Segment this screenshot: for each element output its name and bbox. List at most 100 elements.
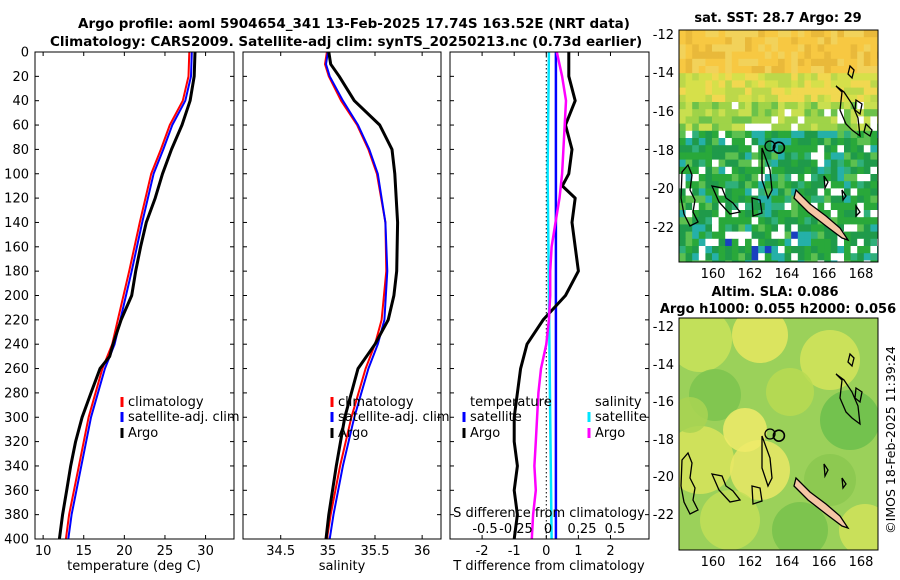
sst-cell <box>738 145 746 153</box>
sst-cell <box>751 188 759 196</box>
sst-cell <box>850 102 858 110</box>
sst-cell <box>731 231 739 240</box>
sst-cell <box>811 224 818 232</box>
sst-cell <box>811 116 818 124</box>
sst-cell <box>784 37 792 45</box>
sst-cell <box>758 44 766 52</box>
sst-cell <box>811 188 818 196</box>
sst-cell <box>731 238 739 247</box>
sst-cell <box>771 224 779 232</box>
sst-cell <box>731 253 739 261</box>
sst-cell <box>679 260 686 262</box>
series-line-argo <box>57 51 197 540</box>
legend-label-satellite: satellite-adj. clim <box>338 410 450 425</box>
sst-cell <box>811 80 818 88</box>
sst-cell <box>679 87 686 96</box>
sst-cell <box>837 58 845 67</box>
sst-cell <box>791 58 799 67</box>
sst-cell <box>824 246 832 254</box>
sst-cell <box>870 116 878 124</box>
lat-tick-label: -22 <box>653 221 674 236</box>
sst-cell <box>685 44 693 52</box>
sst-cell <box>778 87 785 96</box>
sst-cell <box>863 66 871 74</box>
sst-cell <box>778 253 785 261</box>
sst-cell <box>751 174 759 182</box>
sst-cell <box>771 102 779 110</box>
sst-cell <box>817 87 825 96</box>
sst-cell <box>850 260 858 262</box>
sst-cell <box>738 195 746 204</box>
sst-cell <box>725 138 733 146</box>
sst-cell <box>857 102 865 110</box>
sst-cell <box>758 210 766 218</box>
sst-cell <box>830 260 838 262</box>
sst-cell <box>685 253 693 261</box>
sst-cell <box>698 238 706 247</box>
sst-cell <box>764 174 772 182</box>
temperature-legend: climatology satellite-adj. clim Argo <box>120 395 240 441</box>
sst-cell <box>857 73 865 81</box>
sst-cell <box>751 102 759 110</box>
sst-cell <box>692 159 700 168</box>
sst-cell <box>778 80 785 88</box>
temperature-axes-box <box>34 51 235 540</box>
sst-cell <box>784 253 792 261</box>
sst-cell <box>830 159 838 168</box>
y-tick-label: 320 <box>4 435 29 450</box>
sst-cell <box>830 246 838 254</box>
sst-cell <box>857 130 865 139</box>
sst-cell <box>830 80 838 88</box>
y-tick-label: 200 <box>4 289 29 304</box>
sst-cell <box>850 181 858 189</box>
sst-cell <box>679 73 686 81</box>
lat-tick-label: -20 <box>653 182 674 197</box>
sst-cell <box>685 102 693 110</box>
sst-cell <box>738 73 746 81</box>
x-tick-label: 35.5 <box>361 544 390 559</box>
sst-cell <box>857 123 865 132</box>
x-tick-label: 36 <box>414 544 431 559</box>
sst-cell <box>698 174 706 182</box>
sst-cell <box>679 188 686 196</box>
sst-cell <box>811 231 818 240</box>
sst-cell <box>725 58 733 67</box>
sst-cell <box>817 130 825 139</box>
sst-cell <box>758 51 766 60</box>
sst-cell <box>844 238 851 247</box>
legend-label-climatology: climatology <box>338 395 414 410</box>
sst-cell <box>857 94 865 103</box>
sst-cell <box>705 231 713 240</box>
sst-cell <box>764 44 772 52</box>
salinity-panel: 34.5 35 35.5 36 salinity climatology satell… <box>242 51 450 574</box>
sst-cell <box>725 166 733 175</box>
sst-cell <box>758 188 766 196</box>
coastline <box>680 64 873 227</box>
sst-cell <box>797 166 805 175</box>
sst-cell <box>751 51 759 60</box>
sla-blob <box>730 440 790 500</box>
sst-cell <box>837 44 845 52</box>
sst-cell <box>692 66 700 74</box>
sst-cell <box>718 217 726 225</box>
sst-cell <box>804 51 812 60</box>
sst-cell <box>797 152 805 160</box>
sst-cell <box>738 116 746 124</box>
sst-cell <box>797 174 805 182</box>
sst-cell <box>751 202 759 211</box>
sst-cell <box>692 116 700 124</box>
sst-cell <box>712 238 719 247</box>
sst-cell <box>811 253 818 261</box>
sst-cell <box>745 217 752 225</box>
sst-cell <box>811 51 818 60</box>
sst-cell <box>817 231 825 240</box>
sst-cell <box>698 94 706 103</box>
sst-cell <box>738 130 746 139</box>
sst-cell <box>778 174 785 182</box>
sst-cell <box>784 145 792 153</box>
sst-cell <box>804 94 812 103</box>
sst-cell <box>698 260 706 262</box>
sst-cell <box>705 73 713 81</box>
lon-tick-label: 166 <box>812 555 837 570</box>
sst-cell <box>705 94 713 103</box>
